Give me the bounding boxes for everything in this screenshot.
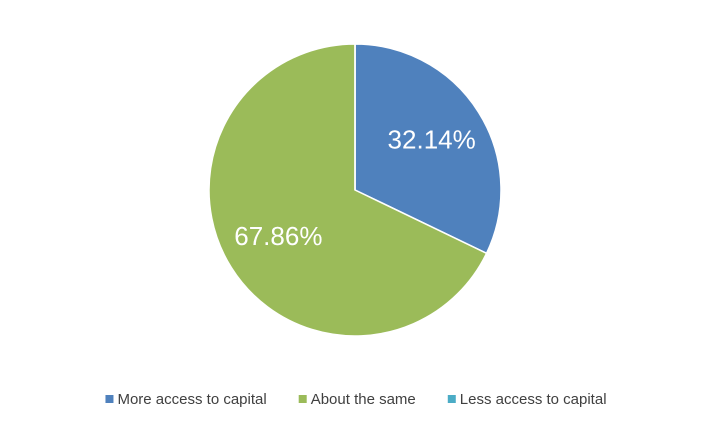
- value-label: 67.86%: [234, 221, 322, 251]
- legend-swatch: [447, 395, 456, 403]
- legend-label: More access to capital: [117, 391, 266, 408]
- legend-swatch: [298, 395, 307, 403]
- legend-label: About the same: [311, 391, 416, 408]
- legend-label: Less access to capital: [460, 391, 607, 408]
- pie-slice: [208, 43, 488, 337]
- pie-slice: [354, 43, 502, 255]
- value-label: 32.14%: [388, 125, 476, 155]
- legend-swatch: [105, 395, 114, 403]
